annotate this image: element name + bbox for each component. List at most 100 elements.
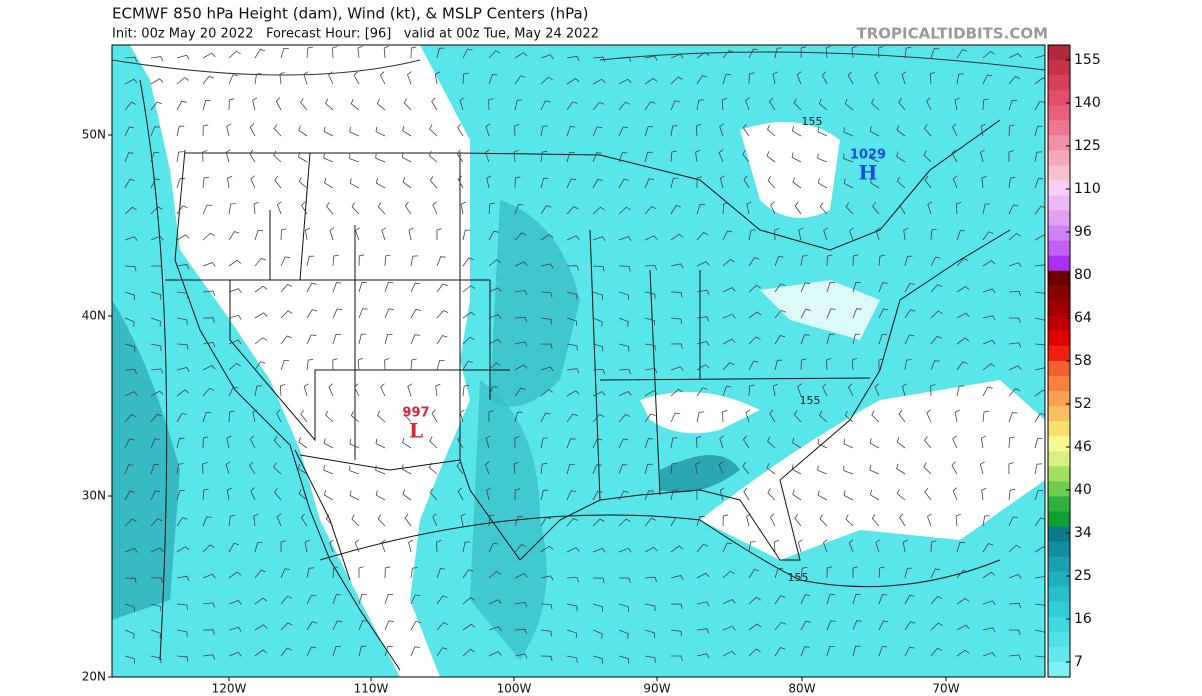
wind-barb	[951, 461, 958, 475]
wind-barb	[721, 97, 728, 111]
wind-barb	[903, 227, 909, 241]
wind-barb	[150, 101, 162, 111]
wind-barb	[513, 149, 519, 163]
wind-barb	[923, 124, 932, 137]
wind-barb	[722, 514, 729, 527]
wind-barb	[431, 409, 438, 423]
wind-barb	[796, 71, 802, 85]
wind-barb	[325, 202, 334, 215]
wind-barb	[488, 599, 502, 605]
wind-barb	[956, 312, 970, 319]
wind-barb	[871, 410, 880, 423]
wind-barb	[952, 123, 958, 137]
wind-barb	[722, 625, 736, 631]
wind-barb	[670, 629, 683, 637]
wind-barb	[150, 464, 160, 475]
wind-barb	[748, 541, 756, 553]
wind-barb	[618, 391, 632, 397]
wind-barb	[1034, 178, 1044, 189]
wind-barb	[644, 265, 657, 271]
wind-barb	[410, 620, 421, 631]
wind-barb	[644, 178, 655, 189]
wind-barb	[228, 259, 242, 267]
wind-barb	[306, 46, 313, 59]
wind-barb	[150, 235, 164, 241]
lat-label: 40N	[82, 309, 106, 323]
wind-barb	[202, 176, 209, 189]
pressure-value: 997	[402, 406, 429, 421]
wind-barb	[329, 227, 335, 241]
wind-barb	[514, 261, 528, 267]
wind-barb	[280, 256, 291, 267]
wind-barb	[225, 461, 231, 475]
colorbar-segment	[1048, 180, 1070, 196]
wind-barb	[875, 539, 881, 553]
colorbar-segment	[1048, 210, 1070, 227]
wind-barb	[793, 410, 802, 423]
wind-barb	[982, 339, 996, 345]
wind-barb	[742, 435, 750, 449]
wind-barb	[274, 175, 282, 189]
wind-barb	[852, 645, 861, 657]
wind-barb	[774, 359, 783, 371]
wind-barb	[124, 369, 137, 375]
colorbar-label: 34	[1074, 525, 1092, 541]
wind-barb	[719, 123, 725, 137]
wind-barb	[349, 153, 360, 163]
map	[112, 45, 1045, 677]
wind-barb	[770, 201, 776, 215]
wind-barb	[618, 343, 630, 352]
wind-barb	[844, 99, 854, 111]
wind-barb	[1008, 629, 1021, 636]
wind-barb	[488, 314, 502, 319]
wind-barb	[226, 435, 232, 449]
wind-barb	[358, 254, 365, 267]
wind-barb	[432, 201, 438, 215]
wind-barb	[228, 600, 242, 605]
wind-barb	[774, 256, 784, 267]
wind-barb	[306, 567, 315, 579]
wind-barb	[202, 99, 211, 111]
colorbar-label: 64	[1074, 310, 1092, 326]
wind-barb	[358, 333, 367, 345]
wind-barb	[592, 490, 603, 501]
wind-barb	[852, 593, 861, 605]
wind-barb	[304, 227, 311, 241]
wind-barb	[618, 464, 628, 475]
wind-barb	[277, 201, 282, 215]
wind-barb	[718, 461, 724, 475]
wind-barb	[566, 343, 578, 351]
wind-barb	[904, 334, 915, 345]
wind-barb	[124, 101, 137, 111]
wind-barb	[323, 438, 334, 449]
wind-barb	[150, 413, 162, 423]
wind-barb	[745, 409, 751, 423]
wind-barb	[592, 577, 605, 584]
wind-barb	[618, 577, 631, 584]
colorbar-segment	[1048, 361, 1070, 377]
wind-barb	[670, 489, 679, 501]
wind-barb	[514, 573, 528, 579]
wind-barb	[618, 152, 628, 163]
wind-barb	[982, 203, 991, 215]
wind-barb	[280, 540, 287, 553]
wind-barb	[980, 435, 986, 449]
wind-barb	[878, 620, 889, 631]
wind-barb	[202, 262, 216, 267]
wind-barb	[817, 465, 828, 475]
wind-barb	[797, 539, 803, 553]
wind-barb	[566, 178, 577, 189]
wind-barb	[124, 206, 137, 215]
wind-barb	[1034, 490, 1044, 501]
colorbar-segment	[1048, 556, 1070, 573]
wind-barb	[792, 437, 802, 449]
wind-barb	[254, 385, 262, 397]
wind-barb	[202, 342, 216, 348]
wind-barb	[358, 594, 367, 605]
wind-barb	[254, 542, 263, 553]
wind-barb	[769, 513, 776, 527]
strong-wind	[112, 300, 180, 620]
wind-barb	[745, 97, 750, 111]
wind-barb	[825, 45, 831, 59]
wind-barb	[592, 603, 604, 612]
